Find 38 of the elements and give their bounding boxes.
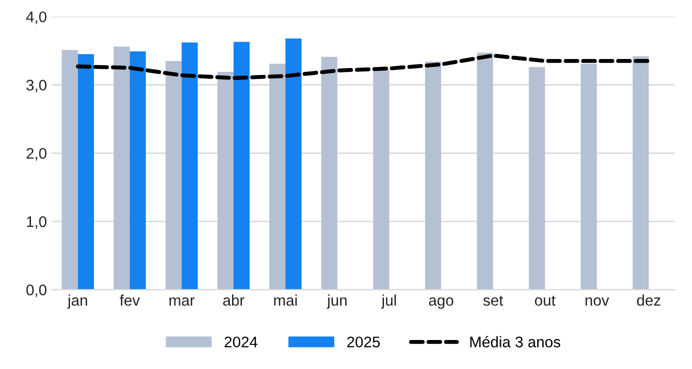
x-tick-label: mar xyxy=(170,297,195,306)
y-tick-label: 3,0 xyxy=(26,80,46,92)
line-series xyxy=(76,54,651,80)
legend-label: 2024 xyxy=(224,336,258,348)
x-tick-label: mai xyxy=(274,294,297,306)
bar xyxy=(580,64,597,290)
y-tick-label: 1,0 xyxy=(26,216,46,229)
bar xyxy=(182,42,198,290)
x-tick-label: jul xyxy=(381,294,396,309)
bar xyxy=(373,69,390,290)
bar xyxy=(130,51,146,290)
bar xyxy=(114,46,130,290)
bar xyxy=(166,60,182,290)
bar xyxy=(217,72,234,290)
x-tick-label: jan xyxy=(67,294,88,309)
legend-label: Média 3 anos xyxy=(470,336,560,348)
x-tick-label: nov xyxy=(586,297,610,306)
bar xyxy=(632,56,649,290)
bar xyxy=(269,64,286,290)
bar xyxy=(528,67,545,290)
y-tick-label: 0,0 xyxy=(26,284,46,298)
bar xyxy=(62,50,78,290)
x-tick-label: abr xyxy=(223,294,244,306)
x-tick-label: jun xyxy=(326,294,347,309)
bar xyxy=(285,38,302,290)
bar xyxy=(476,52,494,290)
bar xyxy=(234,42,250,290)
legend-label: 2025 xyxy=(347,336,380,348)
bar xyxy=(425,62,442,290)
x-tick-label: fev xyxy=(120,294,140,306)
y-tick-label: 4,0 xyxy=(26,11,46,24)
x-tick-label: dez xyxy=(637,294,660,306)
bar xyxy=(78,54,94,290)
bar xyxy=(321,56,338,290)
x-tick-label: ago xyxy=(429,297,454,309)
x-tick-label: set xyxy=(483,296,504,306)
y-tick-label: 2,0 xyxy=(26,148,46,161)
x-tick-label: out xyxy=(534,296,556,306)
